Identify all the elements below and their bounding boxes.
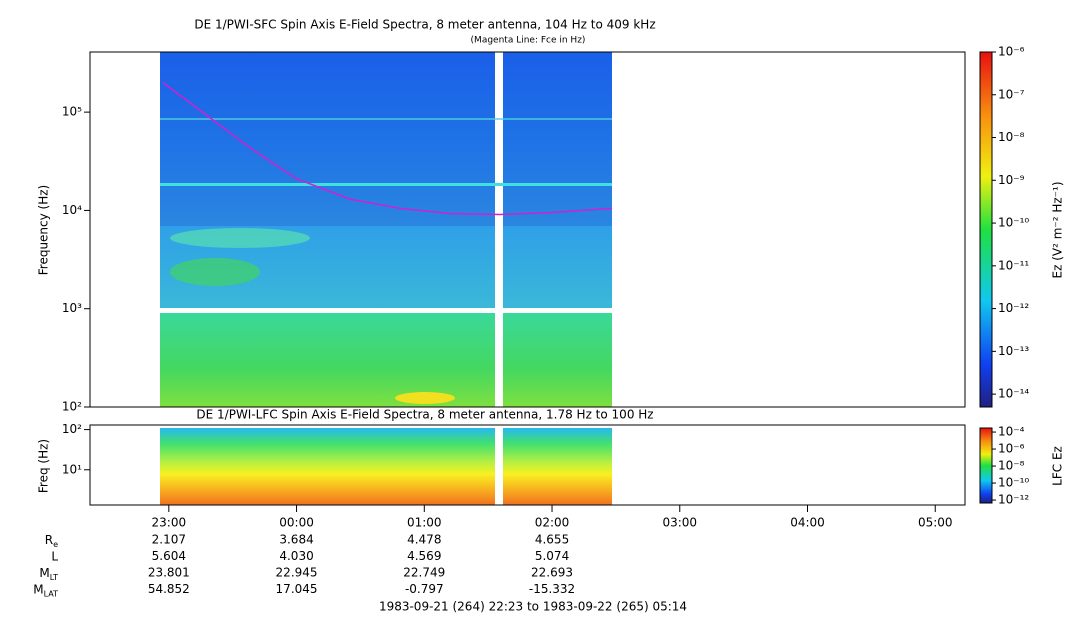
ephemeris-value: 17.045 bbox=[276, 582, 318, 596]
colorbar-tick-label: 10⁻¹⁰ bbox=[998, 476, 1029, 490]
y-tick-label: 10² bbox=[62, 400, 82, 414]
y-tick-label: 10¹ bbox=[62, 462, 82, 476]
colorbar-tick-label: 10⁻⁶ bbox=[998, 45, 1025, 59]
ephemeris-value: 22.945 bbox=[276, 566, 318, 580]
title: DE 1/PWI-SFC Spin Axis E-Field Spectra, … bbox=[194, 18, 655, 32]
ephemeris-label: L bbox=[51, 549, 58, 563]
x-tick-label: 05:00 bbox=[918, 516, 953, 530]
fce-line bbox=[162, 81, 613, 216]
ephemeris-label-text: R bbox=[45, 533, 53, 547]
ephemeris-label: Re bbox=[45, 533, 58, 549]
lfc-title: DE 1/PWI-LFC Spin Axis E-Field Spectra, … bbox=[196, 408, 653, 422]
colorbar-tick-label: 10⁻¹³ bbox=[998, 344, 1029, 358]
y-tick-label: 10² bbox=[62, 422, 82, 436]
ephemeris-value: 5.074 bbox=[535, 549, 569, 563]
ephemeris-label-sub: e bbox=[53, 540, 58, 549]
ephemeris-value: 4.478 bbox=[407, 533, 441, 547]
x-tick-label: 03:00 bbox=[662, 516, 697, 530]
colorbar-label: LFC Ez bbox=[1051, 446, 1065, 486]
ephemeris-value: 4.569 bbox=[407, 549, 441, 563]
colorbar-tick-label: 10⁻⁶ bbox=[998, 442, 1025, 456]
lfc-frame bbox=[89, 424, 966, 506]
colorbar-tick-label: 10⁻⁹ bbox=[998, 173, 1025, 187]
sfc-colorbar bbox=[979, 51, 993, 408]
sfc-image bbox=[160, 52, 612, 407]
x-tick-label: 04:00 bbox=[790, 516, 825, 530]
ephemeris-value: 23.801 bbox=[148, 566, 190, 580]
ephemeris-value: -15.332 bbox=[529, 582, 575, 596]
ephemeris-value: 5.604 bbox=[152, 549, 186, 563]
ephemeris-label-text: M bbox=[33, 582, 43, 596]
colorbar-tick-label: 10⁻⁷ bbox=[998, 87, 1025, 101]
ephemeris-label-sub: LT bbox=[50, 573, 58, 582]
sfc-frame bbox=[89, 51, 966, 408]
subtitle: (Magenta Line: Fce in Hz) bbox=[471, 36, 586, 46]
y-tick-label: 10³ bbox=[62, 301, 82, 315]
x-tick-label: 00:00 bbox=[279, 516, 314, 530]
x-tick-label: 02:00 bbox=[535, 516, 570, 530]
y-tick-label: 10⁴ bbox=[62, 203, 82, 217]
colorbar-tick-label: 10⁻⁸ bbox=[998, 130, 1025, 144]
ephemeris-label: MLT bbox=[39, 566, 58, 582]
colorbar-tick-label: 10⁻⁴ bbox=[998, 425, 1025, 439]
ephemeris-value: 2.107 bbox=[152, 533, 186, 547]
y-tick-label: 10⁵ bbox=[62, 105, 82, 119]
lfc-image bbox=[160, 428, 612, 505]
lfc-colorbar bbox=[979, 427, 993, 504]
footer: 1983-09-21 (264) 22:23 to 1983-09-22 (26… bbox=[379, 600, 687, 614]
ephemeris-value: 4.030 bbox=[279, 549, 313, 563]
ephemeris-label-sub: LAT bbox=[44, 589, 58, 598]
colorbar-tick-label: 10⁻⁸ bbox=[998, 459, 1025, 473]
colorbar-tick-label: 10⁻¹¹ bbox=[998, 258, 1029, 272]
ephemeris-value: -0.797 bbox=[405, 582, 444, 596]
ephemeris-value: 3.684 bbox=[279, 533, 313, 547]
ephemeris-label-text: L bbox=[51, 549, 58, 563]
colorbar-tick-label: 10⁻¹⁴ bbox=[998, 387, 1029, 401]
ephemeris-value: 54.852 bbox=[148, 582, 190, 596]
colorbar-label: Ez (V² m⁻² Hz⁻¹) bbox=[1051, 181, 1065, 278]
ephemeris-label-text: M bbox=[39, 566, 49, 580]
x-tick-label: 23:00 bbox=[152, 516, 187, 530]
x-tick-label: 01:00 bbox=[407, 516, 442, 530]
colorbar-tick-label: 10⁻¹⁰ bbox=[998, 216, 1029, 230]
y-label: Frequency (Hz) bbox=[37, 185, 51, 276]
ephemeris-label: MLAT bbox=[33, 582, 58, 598]
colorbar-tick-label: 10⁻¹² bbox=[998, 301, 1029, 315]
y-label: Freq (Hz) bbox=[37, 439, 51, 493]
colorbar-tick-label: 10⁻¹² bbox=[998, 493, 1029, 507]
ephemeris-value: 22.749 bbox=[403, 566, 445, 580]
ephemeris-value: 22.693 bbox=[531, 566, 573, 580]
ephemeris-value: 4.655 bbox=[535, 533, 569, 547]
